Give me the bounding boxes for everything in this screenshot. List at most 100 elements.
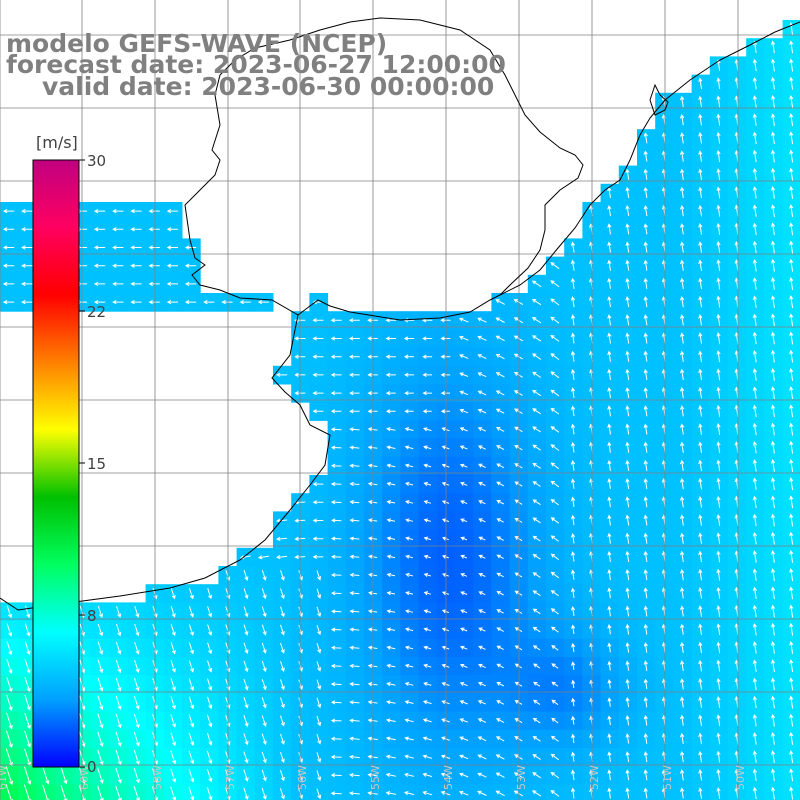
wind-arrow [459, 700, 468, 705]
wind-arrow [423, 573, 431, 578]
wind-arrow [789, 167, 794, 181]
wind-arrow [495, 736, 505, 742]
wind-arrow [643, 532, 648, 544]
wind-arrow [459, 445, 468, 450]
wind-arrow [680, 441, 685, 453]
wind-arrow [625, 441, 630, 453]
wind-arrow [643, 459, 648, 471]
wind-arrow [423, 609, 432, 614]
wind-arrow [97, 605, 103, 618]
wind-arrow [550, 389, 560, 397]
wind-arrow [625, 259, 630, 271]
wind-arrow [789, 258, 794, 272]
wind-arrow [405, 591, 414, 596]
wind-arrow [243, 678, 249, 691]
wind-arrow [316, 788, 322, 800]
wind-arrow [770, 768, 776, 782]
wind-arrow [716, 241, 721, 253]
wind-arrow [680, 314, 685, 326]
wind-arrow [495, 354, 505, 360]
wind-arrow [607, 715, 612, 726]
wind-arrow [24, 677, 31, 693]
wind-arrow [789, 349, 794, 363]
wind-arrow [225, 660, 231, 673]
wind-arrow [698, 769, 703, 781]
wind-arrow [496, 481, 505, 487]
wind-arrow [698, 678, 703, 690]
wind-arrow [789, 731, 794, 745]
wind-arrow [643, 296, 648, 308]
wind-arrow [316, 661, 322, 672]
wind-arrow [24, 623, 31, 637]
wind-arrow [770, 258, 776, 272]
wind-arrow [280, 697, 285, 709]
wind-arrow [170, 606, 176, 618]
wind-arrow [349, 754, 360, 760]
wind-arrow [386, 627, 396, 632]
wind-arrow [643, 150, 648, 162]
wind-arrow [625, 660, 630, 671]
wind-arrow [170, 588, 176, 600]
wind-arrow [789, 367, 794, 381]
wind-arrow [478, 500, 486, 505]
wind-arrow [770, 641, 776, 654]
wind-arrow [532, 426, 541, 433]
wind-arrow [170, 732, 177, 747]
wind-arrow [349, 773, 360, 778]
wind-arrow [789, 531, 794, 545]
wind-arrow [2, 263, 15, 268]
wind-arrow [752, 186, 757, 199]
colorbar: [m/s] 30 22 15 8 0 [32, 133, 106, 776]
wind-arrow [386, 591, 396, 596]
wind-arrow [423, 481, 432, 486]
wind-arrow [716, 659, 721, 672]
wind-arrow [386, 518, 396, 523]
wind-arrow [570, 551, 576, 562]
wind-arrow [93, 227, 106, 232]
wind-arrow [698, 623, 703, 635]
wind-arrow [97, 731, 104, 747]
wind-arrow [607, 733, 612, 744]
wind-arrow [752, 768, 757, 781]
wind-arrow [789, 750, 794, 764]
wind-arrow [349, 518, 360, 523]
wind-arrow [571, 679, 576, 688]
wind-arrow [6, 605, 13, 619]
wind-arrow [404, 445, 414, 450]
wind-arrow [349, 736, 360, 741]
wind-arrow [789, 149, 794, 163]
wind-arrow [404, 754, 414, 759]
wind-arrow [716, 459, 721, 472]
wind-arrow [716, 368, 721, 381]
wind-arrow [752, 495, 757, 508]
wind-arrow [770, 422, 776, 436]
wind-arrow [386, 500, 396, 505]
wind-arrow [170, 768, 177, 783]
wind-arrow [243, 570, 249, 581]
wind-arrow [349, 354, 360, 359]
wind-arrow [770, 131, 776, 145]
wind-arrow [752, 568, 757, 581]
wind-arrow [607, 223, 612, 235]
wind-arrow [607, 660, 612, 671]
wind-arrow [789, 640, 794, 654]
wind-arrow [478, 536, 486, 541]
wind-arrow [625, 350, 630, 362]
wind-arrow [752, 623, 757, 636]
wind-arrow [789, 222, 794, 236]
wind-arrow [570, 314, 576, 326]
wind-arrow [716, 477, 721, 490]
wind-arrow [225, 570, 231, 582]
wind-arrow [698, 277, 703, 290]
speed-cell [291, 784, 310, 800]
wind-arrow [184, 263, 197, 268]
wind-arrow [770, 295, 776, 308]
wind-arrow [625, 387, 630, 399]
wind-arrow [698, 496, 703, 508]
wind-arrow [607, 332, 612, 344]
wind-arrow [625, 751, 630, 763]
wind-arrow [533, 681, 541, 687]
wind-arrow [789, 204, 794, 218]
wind-arrow [21, 263, 33, 268]
wind-arrow [789, 113, 794, 127]
